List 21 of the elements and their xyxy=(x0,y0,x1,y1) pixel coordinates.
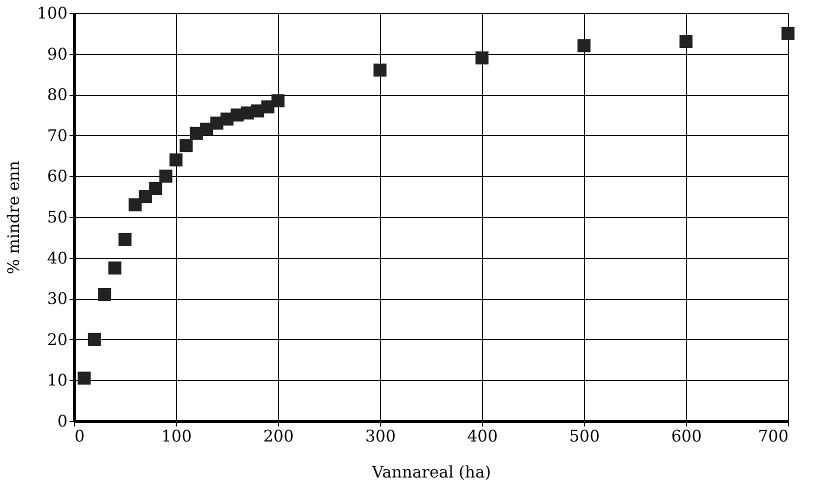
x-tick-label: 700 xyxy=(758,426,788,446)
y-tick-label: 90 xyxy=(47,44,68,64)
x-tick-label: 600 xyxy=(671,426,702,446)
x-tick-label: 300 xyxy=(365,426,396,446)
x-tick-label: 100 xyxy=(161,426,192,446)
y-tick-label: 0 xyxy=(57,412,68,430)
y-tick-label: 20 xyxy=(47,330,68,349)
y-axis-title: % mindre enn xyxy=(4,160,23,274)
y-tick-label: 80 xyxy=(47,85,68,104)
y-tick-label: 100 xyxy=(36,4,68,22)
y-tick-label: 60 xyxy=(47,166,68,186)
y-tick-label: 40 xyxy=(47,248,68,268)
y-tick-label: 50 xyxy=(47,208,68,226)
x-tick-label: 0 xyxy=(74,426,85,446)
x-axis-title: Vannareal (ha) xyxy=(371,462,491,482)
y-tick-label: 30 xyxy=(47,289,68,308)
x-tick-label: 500 xyxy=(569,426,600,446)
x-tick-label: 400 xyxy=(467,426,498,446)
x-tick-label: 200 xyxy=(263,426,294,446)
y-tick-label: 70 xyxy=(47,126,68,145)
y-tick-label: 10 xyxy=(47,370,68,390)
